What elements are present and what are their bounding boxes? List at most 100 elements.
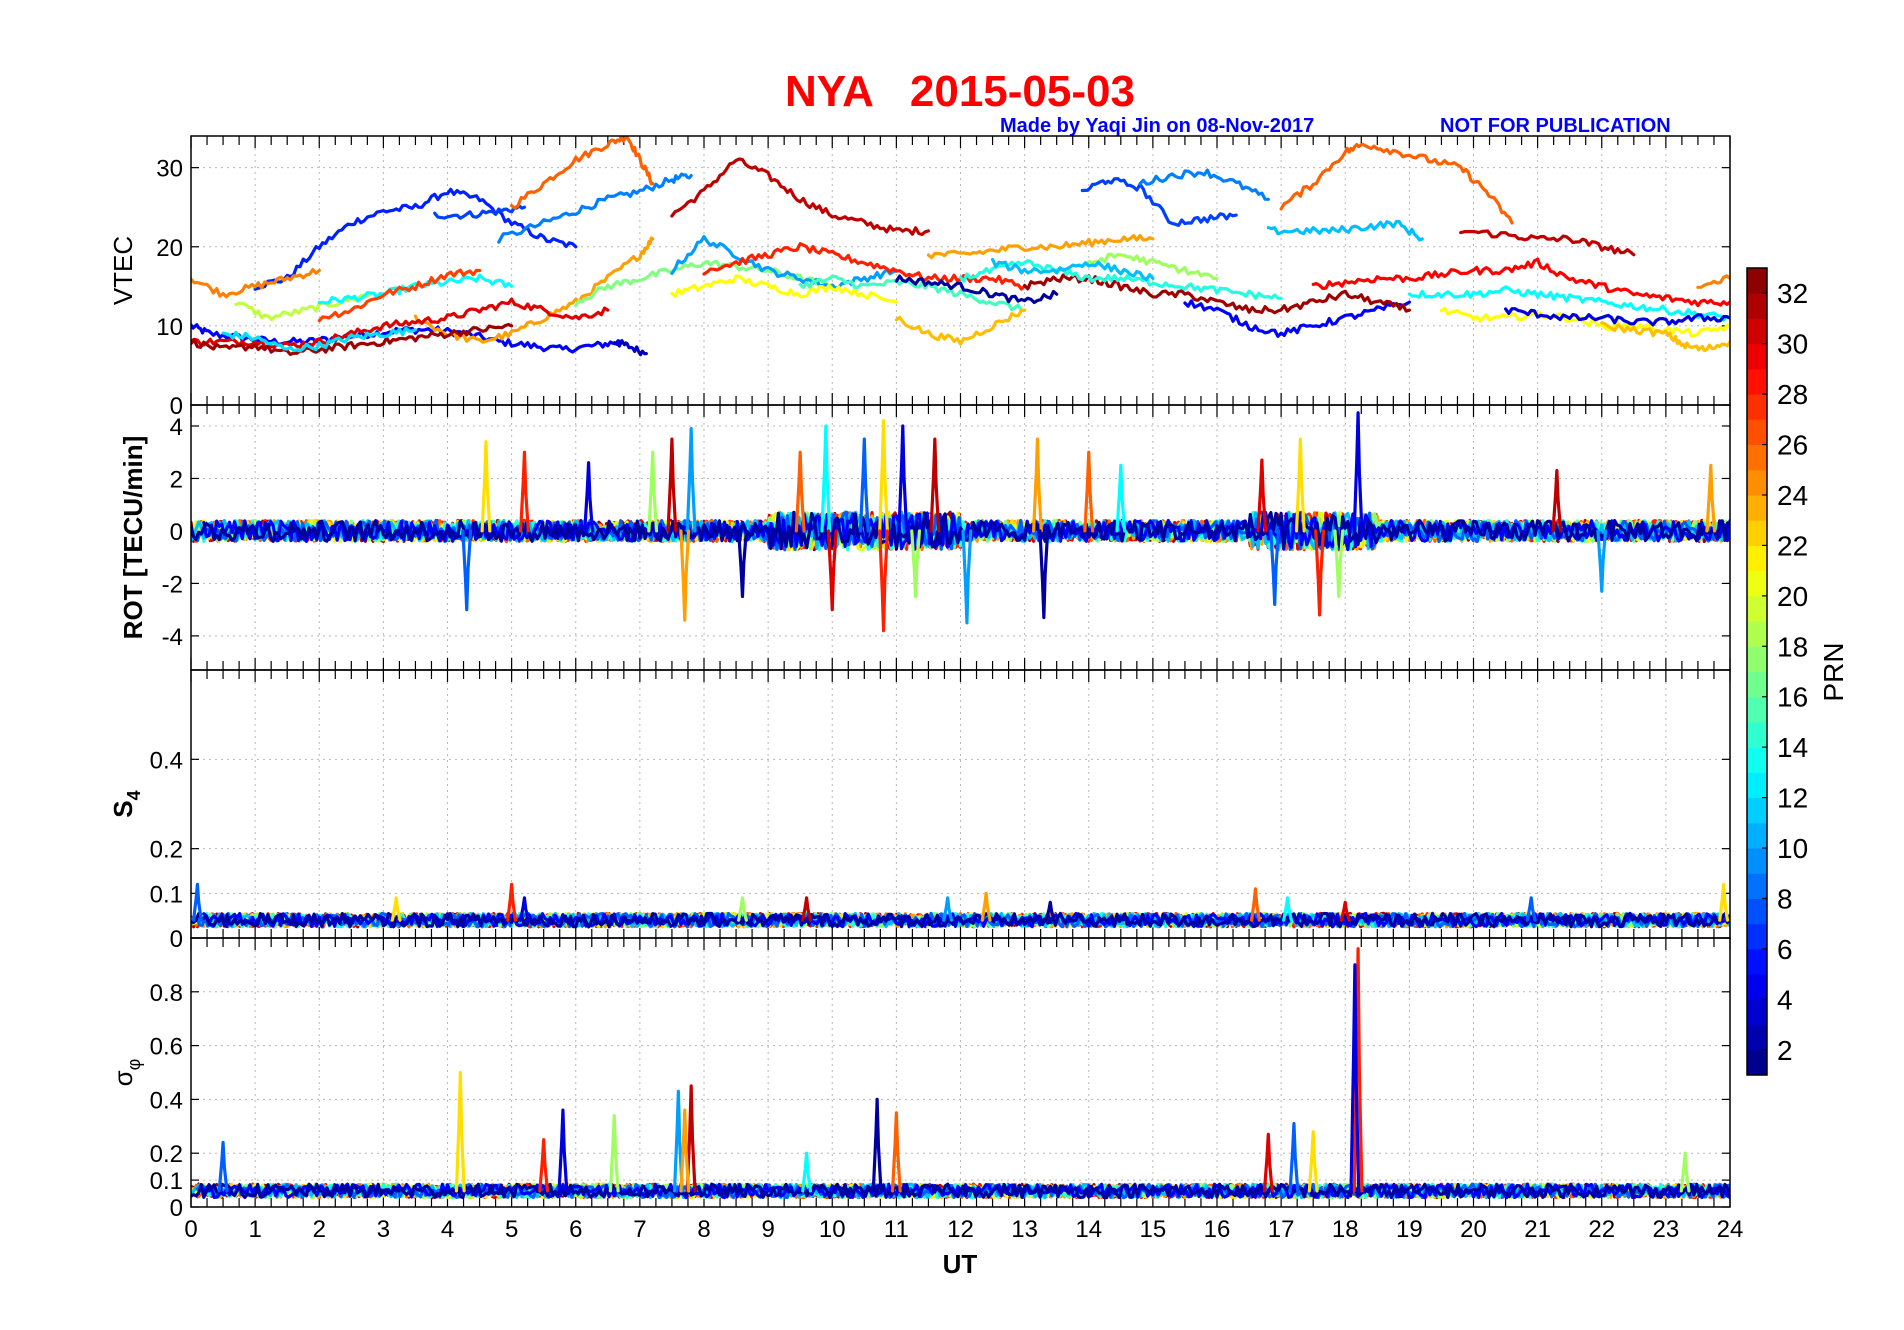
colorbar-cell	[1747, 545, 1767, 572]
y-tick-label: 0.2	[150, 837, 183, 864]
rot-spike	[794, 450, 806, 533]
sigma_phi-spike	[608, 1113, 620, 1193]
credit-made-by: Made by Yaqi Jin on 08-Nov-2017	[1000, 115, 1314, 137]
x-tick-label: 0	[184, 1216, 197, 1243]
s4-spike	[1250, 887, 1261, 922]
vtec-trace-prn-9	[497, 172, 693, 244]
sigma_phi-spike	[1349, 963, 1361, 1193]
rot-spike	[1352, 411, 1364, 533]
colorbar-cell	[1747, 1049, 1767, 1076]
vtec-trace-prn-13	[317, 273, 514, 305]
vtec-trace-prn-17	[574, 259, 834, 308]
y-tick-label: 30	[156, 156, 183, 183]
rot-spike	[910, 529, 922, 599]
colorbar-tick-label: 4	[1777, 984, 1793, 1015]
sigma_phi-trace-prn-2	[191, 1182, 1730, 1200]
y-tick-label: 10	[156, 314, 183, 341]
y-tick-label: 0.1	[150, 1168, 183, 1195]
s4-spike	[801, 896, 813, 922]
colorbar-cell	[1747, 621, 1767, 647]
x-tick-label: 16	[1204, 1216, 1231, 1243]
colorbar-tick-label: 20	[1777, 581, 1808, 612]
vtec-trace-prn-26	[510, 136, 655, 210]
colorbar-tick-label: 32	[1777, 278, 1808, 309]
rot-spike	[1038, 529, 1050, 620]
y-tick-label: -2	[162, 571, 183, 598]
colorbar-cell	[1747, 898, 1767, 925]
x-tick-label: 17	[1268, 1216, 1295, 1243]
colorbar-tick-label: 22	[1777, 530, 1808, 561]
x-tick-label: 21	[1524, 1216, 1551, 1243]
rot-spike	[480, 440, 492, 533]
rot-spike	[1705, 463, 1717, 533]
rot-spike	[666, 437, 678, 533]
x-tick-label: 15	[1140, 1216, 1167, 1243]
s4-spike	[191, 882, 203, 922]
rot-spike	[737, 529, 748, 599]
vtec-trace-prn-9	[1138, 168, 1270, 201]
sigma_phi-spike	[1262, 1132, 1274, 1193]
rot-spike	[929, 437, 941, 533]
s4-spike	[1525, 896, 1537, 922]
colorbar-cell	[1747, 394, 1767, 420]
panel-traces	[191, 411, 1730, 633]
title-station: NYA	[785, 67, 874, 116]
y-axis-label-sigma_phi: σφ	[108, 1059, 144, 1087]
s4-spike	[519, 896, 530, 922]
x-tick-label: 19	[1396, 1216, 1423, 1243]
colorbar-cell	[1747, 873, 1767, 899]
colorbar-cell	[1747, 444, 1767, 471]
colorbar-cell	[1747, 419, 1767, 446]
sigma_phi-spike	[454, 1070, 466, 1193]
colorbar-cell	[1747, 595, 1767, 622]
vtec-trace-prn-4	[1503, 307, 1730, 327]
sigma_phi-spike	[679, 1108, 691, 1193]
title-date: 2015-05-03	[910, 67, 1135, 116]
chart-title: NYA 2015-05-03	[785, 67, 1135, 116]
x-tick-label: 3	[377, 1216, 390, 1243]
x-tick-label: 18	[1332, 1216, 1359, 1243]
vtec-trace-prn-21	[1439, 306, 1730, 338]
vtec-trace-prn-6	[253, 187, 578, 291]
rot-spike	[647, 450, 659, 533]
x-tick-label: 8	[697, 1216, 710, 1243]
vtec-trace-prn-7	[1080, 177, 1238, 227]
rot-spike	[858, 437, 870, 533]
vtec-trace-prn-31	[1459, 229, 1636, 257]
colorbar-cell	[1747, 797, 1767, 824]
x-tick-label: 6	[569, 1216, 582, 1243]
vtec-trace-prn-23	[1600, 321, 1730, 353]
s4-spike	[1718, 882, 1730, 922]
sigma_phi-spike	[217, 1140, 229, 1193]
s4-spike	[980, 891, 992, 922]
s4-spike	[506, 882, 518, 922]
vtec-trace-prn-2	[894, 274, 1059, 305]
y-tick-label: 0.4	[150, 1087, 183, 1114]
y-tick-label: 0.4	[150, 747, 183, 774]
rot-spike	[820, 424, 832, 533]
rot-spike	[961, 529, 973, 625]
colorbar-tick-label: 28	[1777, 379, 1808, 410]
rot-spike	[461, 529, 473, 612]
s4-spike	[737, 896, 748, 922]
s4-trace-prn-8	[195, 911, 1730, 929]
sigma_phi-spike	[672, 1089, 684, 1193]
colorbar-label: PRN	[1818, 642, 1849, 701]
y-tick-label: 4	[170, 414, 183, 441]
colorbar-cell	[1747, 1024, 1767, 1051]
colorbar-tick-label: 8	[1777, 883, 1793, 914]
x-tick-label: 2	[313, 1216, 326, 1243]
colorbar-cell	[1747, 671, 1767, 698]
s4-spike	[1282, 896, 1293, 922]
rot-spike	[583, 461, 595, 533]
y-tick-label: 2	[170, 466, 183, 493]
colorbar-cell	[1747, 646, 1767, 672]
sigma_phi-spike	[538, 1138, 550, 1193]
vtec-trace-prn-32	[191, 322, 514, 356]
vtec-trace-prn-24	[413, 236, 655, 344]
colorbar-cell	[1747, 696, 1767, 723]
rot-spike	[1294, 437, 1306, 533]
vtec-trace-prn-7	[433, 204, 527, 220]
